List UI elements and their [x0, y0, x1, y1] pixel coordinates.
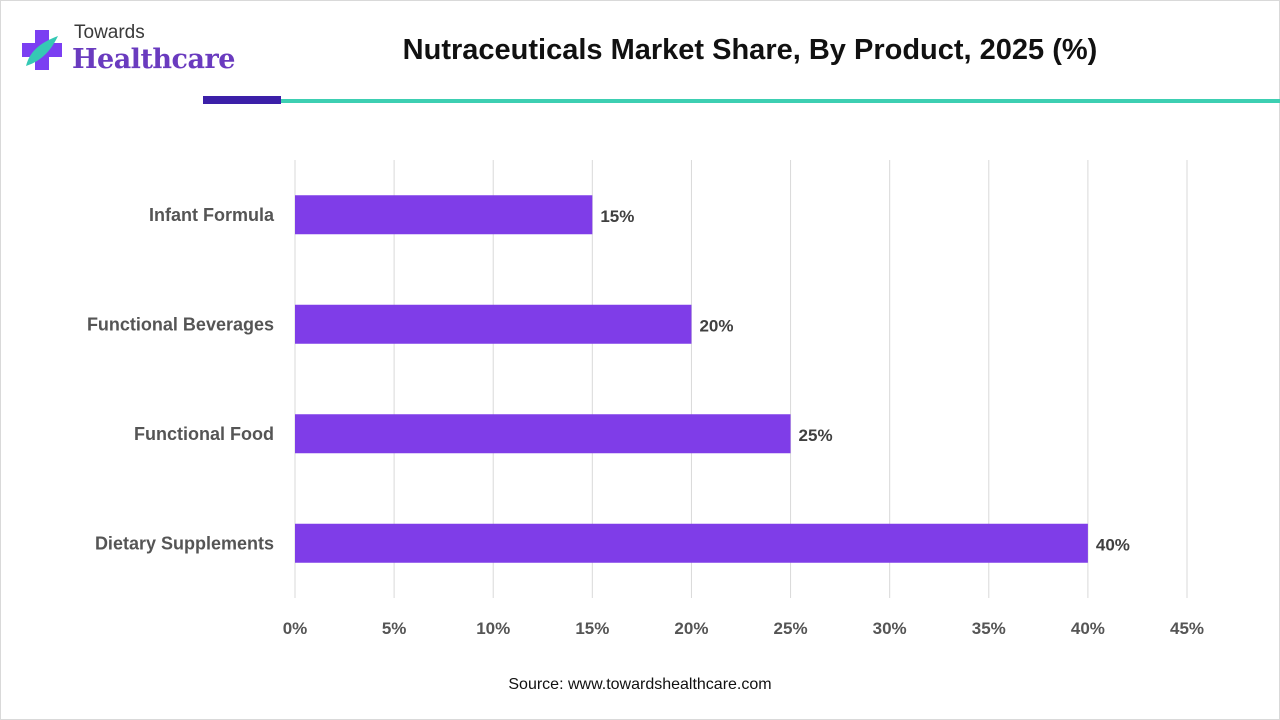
data-label: 15% — [600, 207, 634, 226]
bar — [295, 304, 692, 344]
title-rule — [281, 99, 1280, 103]
bar — [295, 523, 1088, 563]
x-tick-label: 40% — [1071, 619, 1105, 638]
category-label: Functional Beverages — [87, 314, 274, 334]
brand-logo: Towards Healthcare — [20, 22, 250, 82]
x-tick-label: 0% — [283, 619, 308, 638]
bars — [295, 195, 1088, 563]
source-note: Source: www.towardshealthcare.com — [508, 676, 772, 693]
chart-title: Nutraceuticals Market Share, By Product,… — [402, 34, 1098, 66]
category-label: Functional Food — [134, 424, 274, 444]
x-tick-label: 20% — [674, 619, 708, 638]
medical-cross-icon — [22, 30, 62, 70]
category-label: Infant Formula — [149, 205, 275, 225]
x-tick-label: 45% — [1170, 619, 1204, 638]
data-label: 25% — [799, 426, 833, 445]
logo-text-towards: Towards — [74, 22, 145, 43]
logo-text-healthcare: Healthcare — [72, 44, 235, 75]
x-tick-label: 15% — [575, 619, 609, 638]
x-tick-label: 5% — [382, 619, 407, 638]
x-tick-label: 25% — [774, 619, 808, 638]
x-tick-label: 30% — [873, 619, 907, 638]
x-tick-label: 10% — [476, 619, 510, 638]
data-label: 40% — [1096, 535, 1130, 554]
bar — [295, 414, 791, 454]
bar — [295, 195, 593, 235]
data-label: 20% — [699, 316, 733, 335]
bar-chart: 0% 5% 10% 15% 20% 25% 30% 35% 40% 45% Infant Formu… — [87, 160, 1204, 638]
category-label: Dietary Supplements — [95, 533, 274, 553]
title-rule-accent — [203, 96, 281, 104]
labels: 0% 5% 10% 15% 20% 25% 30% 35% 40% 45% Infant Formu… — [87, 205, 1204, 638]
x-tick-label: 35% — [972, 619, 1006, 638]
